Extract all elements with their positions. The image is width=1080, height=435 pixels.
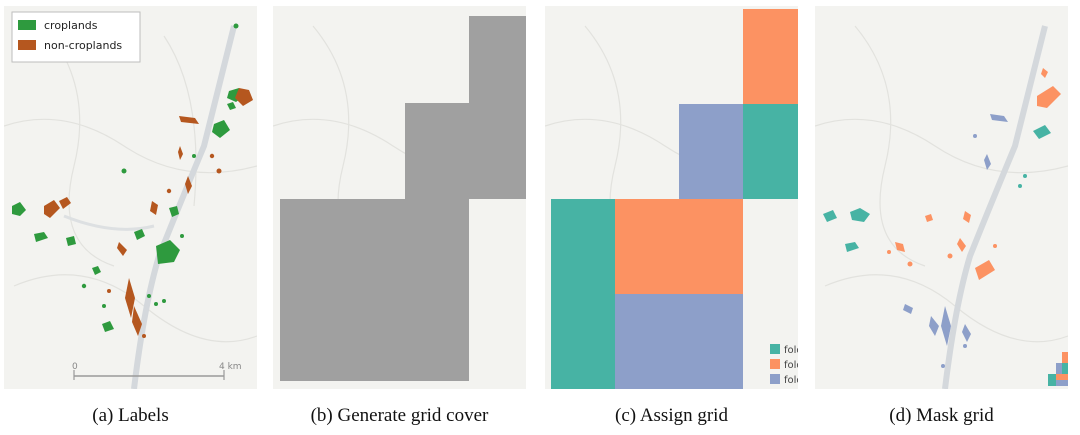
grid-cover-block [280,16,526,381]
fold-label-orange: fold [784,360,798,371]
legend-label-noncroplands: non-croplands [44,39,122,52]
grid-cover-map [273,6,526,389]
fold-label-teal: fold [784,345,798,356]
panel-assign-grid: fold fold fold [545,6,798,389]
fold-swatch-blue [770,374,780,384]
grid-cell-orange-top [743,9,798,104]
masked-blue-polygons [903,114,1008,368]
scale-bar-end: 4 km [219,362,242,372]
grid-cell-blue-mid [679,104,743,199]
scale-bar: 0 4 km [72,362,242,380]
legend-swatch-noncroplands [18,40,36,50]
fold-legend: fold fold fold [770,344,798,386]
cropland-polygons [12,23,244,332]
legend-label-croplands: croplands [44,19,98,32]
caption-assign-grid: (c) Assign grid [615,405,728,426]
mask-grid-map [815,6,1068,389]
caption-labels: (a) Labels [92,405,169,426]
caption-grid-cover: (b) Generate grid cover [310,405,489,426]
fold-swatch-teal [770,344,780,354]
caption-mask-grid: (d) Mask grid [889,405,994,426]
assign-grid-map: fold fold fold [545,6,798,389]
scale-bar-start: 0 [72,362,78,372]
grid-cell-teal-right [743,104,798,199]
mini-grid-inset [1048,352,1068,386]
fold-label-blue: fold [784,375,798,386]
grid-cell-orange-center [615,199,743,294]
masked-teal-polygons [823,125,1051,252]
panel-mask-grid [815,6,1068,389]
legend-swatch-croplands [18,20,36,30]
panel-grid-cover [273,6,526,389]
masked-orange-polygons [887,68,1061,280]
fold-swatch-orange [770,359,780,369]
panel-labels: croplands non-croplands 0 4 km [4,6,257,389]
grid-cell-teal-left [551,199,615,389]
labels-legend: croplands non-croplands [11,11,141,63]
noncropland-polygons [44,88,253,338]
grid-cell-blue-bottom [615,294,743,389]
labels-map: croplands non-croplands 0 4 km [4,6,257,389]
